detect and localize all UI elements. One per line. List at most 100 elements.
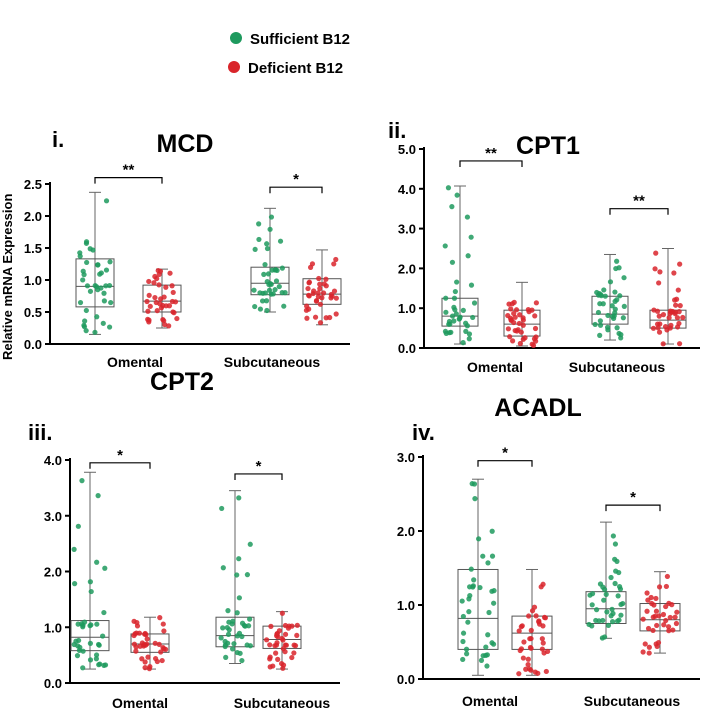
cpt1-omental-deficient-b12-point-27 [514,328,520,334]
cpt2-omental-deficient-b12-point-17 [142,659,148,665]
mcd-subcutaneous-sufficient-b12-point-21 [277,238,284,244]
cpt2-significance-omental-label: * [117,447,123,464]
cpt1-omental-deficient-b12-point-3 [517,312,523,318]
acadl-omental-sufficient-b12-point-36 [470,584,476,590]
cpt1-omental-deficient-b12-point-31 [510,338,516,344]
cpt1-omental-sufficient-b12-point-34 [449,259,456,265]
cpt1-omental-deficient-b12-point-30 [518,329,524,335]
mcd-subcutaneous-sufficient-b12-point-22 [282,290,288,296]
cpt2-omental-deficient-b12-point-8 [147,663,153,670]
cpt1-title: CPT1 [516,132,580,160]
acadl-subcutaneous-deficient-b12-point-10 [674,609,680,615]
mcd-panel-tag: i. [52,127,64,152]
mcd-subcutaneous-deficient-b12-point-33 [311,288,317,294]
cpt2-omental-deficient-b12-point-15 [152,655,159,662]
cpt2-ytick-label-0: 0.0 [44,676,62,691]
acadl-omental-sufficient-b12-point-13 [472,496,478,502]
acadl-subcutaneous-sufficient-b12-point-36 [614,558,620,564]
cpt1-subcutaneous-deficient-b12-point-8 [657,269,663,275]
acadl-omental-sufficient-b12-point-21 [485,632,491,638]
cpt1-subcutaneous-sufficient-b12-point-29 [621,275,627,281]
acadl-omental-deficient-b12-point-7 [528,667,534,673]
cpt2-omental-deficient-b12-point-31 [139,656,145,662]
cpt1-omental-deficient-b12-point-2 [532,313,538,319]
mcd-omental-sufficient-b12-point-7 [107,259,113,265]
mcd-omental-deficient-b12-point-5 [152,294,158,301]
acadl-subcutaneous-deficient-b12-point-8 [665,624,672,630]
mcd-subcutaneous-deficient-b12-point-1 [305,285,311,292]
mcd-omental-sufficient-b12-point-15 [83,239,90,245]
cpt1-subcutaneous-sufficient-b12-point-30 [597,322,604,328]
cpt1-omental-sufficient-b12-point-11 [465,253,471,259]
mcd-omental-sufficient-b12-point-36 [83,307,89,314]
cpt1-subcutaneous-sufficient-b12-point-25 [597,291,604,298]
mcd-omental-sufficient-b12-point-30 [95,287,101,293]
cpt2-subcutaneous-sufficient-b12-point-6 [244,572,251,578]
acadl-omental-deficient-b12-point-23 [536,618,542,624]
mcd-subcutaneous-deficient-b12-point-12 [331,288,338,294]
mcd-ytick-label-4: 2.0 [24,209,42,224]
acadl-omental-sufficient-b12-point-18 [463,646,470,652]
cpt2-subcutaneous-sufficient-b12-point-19 [242,623,248,629]
cpt2-subcutaneous-sufficient-b12-point-26 [230,618,236,624]
cpt1-subcutaneous-deficient-b12-point-16 [676,341,683,347]
cpt2-omental-deficient-b12-point-34 [157,615,163,621]
mcd-subcutaneous-sufficient-b12-point-29 [252,303,258,310]
acadl-panel-tag: iv. [412,420,435,445]
mcd-omental-sufficient-b12-point-16 [100,320,106,326]
mcd-subcutaneous-sufficient-b12-point-37 [267,281,273,287]
cpt2-omental-sufficient-b12-point-23 [73,638,79,644]
cpt1-significance-subcutaneous-bracket [609,208,669,215]
acadl-subcutaneous-sufficient-b12-point-26 [609,619,616,625]
cpt1-omental-deficient-b12-point-28 [533,334,539,340]
mcd-subcutaneous-sufficient-b12-point-9 [281,303,287,309]
mcd-omental-sufficient-b12-point-33 [101,298,107,304]
acadl-omental-sufficient-b12-point-8 [491,600,497,606]
mcd-omental-sufficient-b12-point-8 [106,282,113,289]
cpt1-subcutaneous-sufficient-b12-point-23 [595,309,602,316]
cpt1-omental-deficient-b12-point-12 [520,317,526,323]
cpt2-omental-deficient-b12-point-32 [142,630,148,637]
cpt2-omental-sufficient-b12-point-17 [94,559,100,565]
acadl-omental-deficient-b12-point-0 [533,613,539,619]
cpt2-subcutaneous-deficient-b12-point-16 [294,632,300,639]
acadl-subcutaneous-sufficient-b12-point-25 [597,581,604,587]
mcd-omental-sufficient-b12-point-37 [77,253,83,259]
acadl-subcutaneous-sufficient-b12-point-18 [593,607,600,613]
acadl-omental-sufficient-b12-point-29 [485,560,491,566]
mcd-subcutaneous-deficient-b12-point-27 [315,294,321,300]
acadl-omental-deficient-b12-point-20 [541,614,548,620]
legend-marker-sufficient [230,32,242,44]
cpt1-ytick-label-4: 4.0 [398,182,416,197]
cpt1-subcutaneous-sufficient-b12-point-4 [621,303,627,309]
cpt1-omental-sufficient-b12-point-4 [460,307,466,313]
cpt2-subcutaneous-sufficient-b12-point-20 [218,635,224,641]
cpt1-subcutaneous-deficient-b12-point-35 [668,322,674,328]
acadl-subcutaneous-sufficient-b12-point-33 [616,584,623,590]
acadl-omental-deficient-b12-point-34 [538,584,544,590]
mcd-subcutaneous-deficient-b12-point-10 [306,293,312,299]
cpt1-subcutaneous-deficient-b12-point-37 [654,308,661,314]
cpt1-omental-sufficient-b12-point-1 [442,243,448,249]
acadl-omental-deficient-b12-point-6 [544,648,551,655]
cpt2-subcutaneous-deficient-b12-point-35 [270,663,276,669]
cpt1-omental-deficient-b12-point-11 [513,307,520,313]
cpt2-subcutaneous-sufficient-b12-point-22 [226,619,232,625]
cpt2-subcutaneous-sufficient-b12-point-8 [219,505,225,512]
cpt2-subcutaneous-sufficient-b12-point-36 [222,638,228,645]
acadl-significance-subcutaneous-bracket [605,504,661,512]
mcd-omental-sufficient-b12-point-4 [92,329,98,335]
cpt1-subcutaneous-sufficient-b12-point-17 [597,318,603,324]
cpt2-subcutaneous-sufficient-b12-point-32 [239,633,245,640]
acadl-subcutaneous-deficient-b12-point-16 [663,603,669,610]
mcd-omental-sufficient-b12-point-31 [108,299,114,306]
acadl-omental-sufficient-b12-point-34 [489,528,495,534]
cpt1-subcutaneous-deficient-b12-point-36 [675,324,681,330]
mcd-omental-sufficient-b12-point-35 [98,270,104,276]
acadl-subcutaneous-sufficient-b12-point-24 [603,591,609,597]
acadl-omental-deficient-b12-point-30 [528,627,534,633]
mcd-subcutaneous-sufficient-b12-point-31 [272,287,278,293]
cpt2-subcutaneous-deficient-b12-point-32 [276,628,283,634]
acadl-subcutaneous-deficient-b12-point-3 [666,628,672,634]
mcd-subcutaneous-deficient-b12-point-25 [306,306,312,312]
